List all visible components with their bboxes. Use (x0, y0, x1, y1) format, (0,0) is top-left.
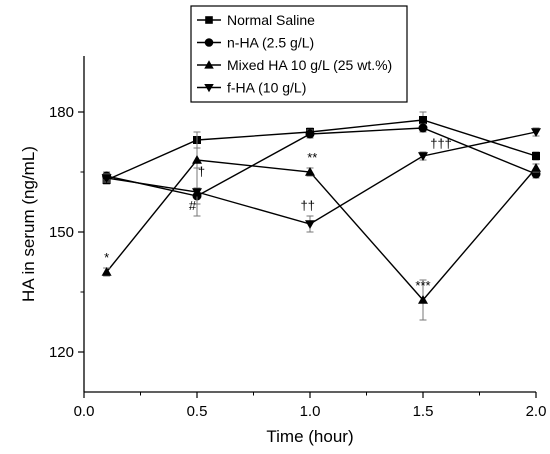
legend-marker (205, 16, 213, 24)
x-axis-title: Time (hour) (266, 427, 353, 446)
y-axis-title: HA in serum (ng/mL) (19, 146, 38, 302)
x-tick-label: 2.0 (526, 403, 547, 420)
legend-label: Mixed HA 10 g/L (25 wt.%) (227, 57, 392, 73)
y-tick-label: 150 (49, 224, 74, 241)
significance-label: † (198, 164, 205, 179)
y-tick-label: 180 (49, 104, 74, 121)
data-point (305, 129, 315, 139)
series-line (106, 119, 537, 181)
data-point (101, 267, 112, 276)
legend-label: f-HA (10 g/L) (227, 80, 306, 96)
legend-label: Normal Saline (227, 12, 315, 28)
data-point (305, 167, 315, 176)
axes: 0.0 0.5 1.0 1.5 2.0 120 150 180 (49, 56, 546, 420)
data-point (418, 123, 428, 133)
annotation-layer: * # † ** †† *** ††† (104, 136, 452, 293)
data-point (305, 220, 315, 229)
significance-label: *** (415, 278, 430, 293)
x-tick-label: 1.5 (413, 403, 434, 420)
series-line (106, 159, 537, 302)
significance-label: †† (301, 198, 315, 213)
data-point (419, 116, 427, 124)
legend-box (190, 5, 408, 103)
significance-label: ** (307, 150, 317, 165)
data-point (418, 152, 428, 161)
y-tick-label: 120 (49, 344, 74, 361)
significance-label: * (104, 250, 109, 265)
significance-label: # (189, 198, 197, 213)
x-tick-label: 0.0 (74, 403, 95, 420)
data-point (532, 152, 540, 160)
series-layer (101, 111, 541, 321)
series-0 (102, 111, 540, 185)
data-point (192, 155, 202, 164)
series-line (106, 131, 537, 225)
legend-marker (204, 83, 214, 93)
data-point (531, 163, 541, 172)
legend-marker (204, 38, 214, 47)
data-point (192, 188, 202, 197)
series-1 (102, 123, 541, 205)
data-point (531, 128, 541, 137)
x-tick-label: 0.5 (187, 403, 208, 420)
series-3 (101, 127, 541, 233)
legend-marker (204, 60, 214, 69)
x-tick-label: 1.0 (300, 403, 321, 420)
legend-label: n-HA (2.5 g/L) (227, 35, 314, 51)
significance-label: ††† (430, 136, 452, 151)
data-point (418, 295, 428, 304)
legend: Normal Saline n-HA (2.5 g/L) Mixed HA 10 g… (190, 5, 408, 103)
data-point (101, 174, 112, 183)
series-2 (101, 131, 541, 321)
